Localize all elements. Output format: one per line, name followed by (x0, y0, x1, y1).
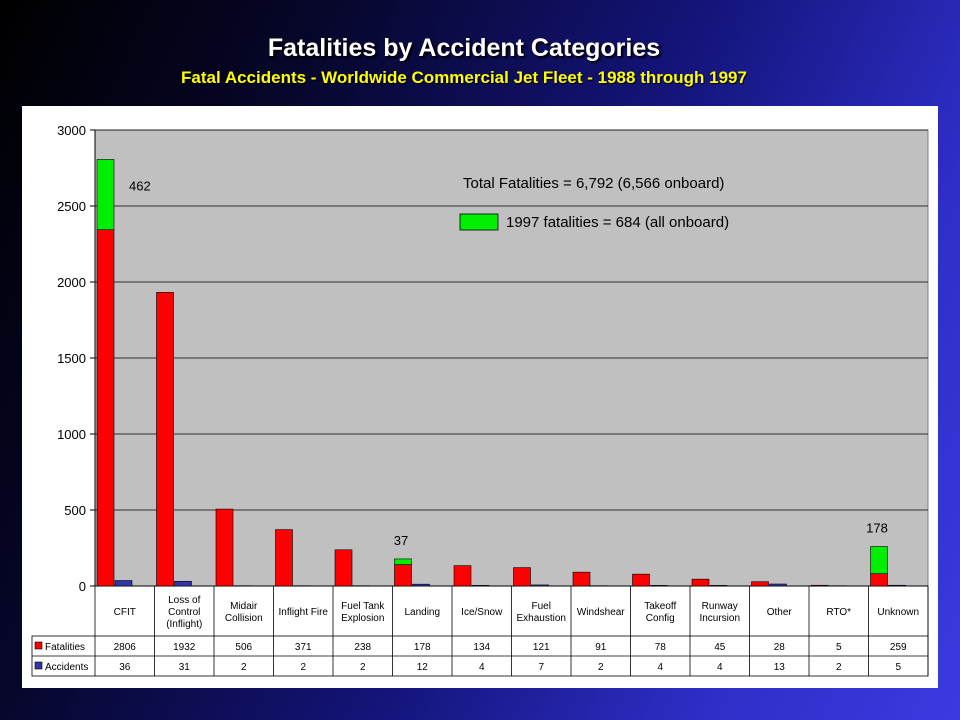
x-tick-label: CFIT (114, 607, 136, 618)
fatalities-bar (691, 578, 710, 587)
x-tick-label: Windshear (577, 607, 625, 618)
x-tick-label: Control (168, 607, 200, 618)
fatalities-bar (334, 549, 353, 587)
x-tick-label: Inflight Fire (279, 607, 329, 618)
table-cell-accidents: 2 (300, 662, 306, 673)
table-cell-accidents: 2 (598, 662, 604, 673)
table-cell-accidents: 5 (895, 662, 901, 673)
table-cell-fatalities: 1932 (173, 642, 196, 653)
table-cell-fatalities: 178 (414, 642, 431, 653)
table-cell-fatalities: 238 (354, 642, 371, 653)
x-tick-label: Midair (230, 601, 258, 612)
fatalities-1997-bar (870, 546, 888, 574)
fatalities-bar (632, 573, 650, 587)
table-cell-fatalities: 78 (655, 642, 667, 653)
page-title: Fatalities by Accident Categories (267, 34, 661, 62)
fatalities-bar (572, 571, 591, 587)
table-cell-fatalities: 2806 (114, 642, 137, 653)
x-tick-label: Ice/Snow (461, 607, 503, 618)
fatalities-bar (870, 573, 888, 587)
fatalities-bar (275, 529, 293, 587)
fatalities-bar (394, 564, 412, 587)
x-tick-label: Exhaustion (517, 613, 566, 624)
fatalities-bar (751, 581, 769, 587)
accidents-bar (709, 585, 728, 587)
x-tick-label: Loss of (168, 595, 200, 606)
accidents-bar (650, 585, 668, 587)
table-cell-accidents: 2 (241, 662, 247, 673)
x-tick-label: (Inflight) (166, 619, 202, 630)
table-cell-accidents: 31 (179, 662, 191, 673)
table-cell-fatalities: 506 (235, 642, 252, 653)
table-cell-accidents: 2 (836, 662, 842, 673)
y-tick-label: 500 (64, 503, 86, 518)
x-tick-label: Explosion (341, 613, 384, 624)
accidents-bar (174, 580, 192, 587)
x-tick-label: Incursion (699, 613, 740, 624)
y-tick-label: 1500 (57, 351, 86, 366)
x-tick-label: Unknown (877, 607, 919, 618)
x-tick-label: Fuel (532, 601, 551, 612)
fatalities-bar (453, 565, 472, 587)
table-cell-accidents: 13 (774, 662, 786, 673)
fatalities-1997-bar (394, 558, 412, 565)
table-cell-fatalities: 91 (595, 642, 607, 653)
legend-label-accidents: Accidents (45, 662, 88, 673)
table-cell-accidents: 12 (417, 662, 429, 673)
x-tick-label: Collision (225, 613, 263, 624)
data-label-1997: 462 (129, 178, 151, 193)
table-cell-fatalities: 5 (836, 642, 842, 653)
table-cell-fatalities: 134 (473, 642, 490, 653)
y-tick-label: 1000 (57, 427, 86, 442)
total-fatalities-annotation: Total Fatalities = 6,792 (6,566 onboard) (463, 175, 724, 192)
legend-label-fatalities: Fatalities (45, 642, 85, 653)
table-cell-accidents: 4 (479, 662, 485, 673)
x-tick-label: Config (646, 613, 675, 624)
accidents-bar (114, 580, 133, 587)
accidents-bar (531, 584, 549, 587)
table-cell-accidents: 2 (360, 662, 366, 673)
fatalities-bar (810, 584, 829, 587)
y-tick-label: 2000 (57, 275, 86, 290)
table-cell-accidents: 7 (538, 662, 544, 673)
data-label-1997: 37 (394, 533, 408, 548)
table-cell-accidents: 4 (717, 662, 723, 673)
accidents-bar (888, 584, 906, 587)
y-tick-label: 3000 (57, 123, 86, 138)
data-label-1997: 178 (866, 521, 888, 536)
legend-1997-annotation: 1997 fatalities = 684 (all onboard) (506, 214, 729, 231)
fatalities-bar (215, 508, 234, 587)
x-tick-label: Runway (702, 601, 738, 612)
accidents-bar (471, 585, 490, 587)
legend-key-fatalities (34, 641, 43, 650)
table-cell-accidents: 4 (657, 662, 663, 673)
legend-key-accidents (34, 661, 43, 670)
y-tick-label: 0 (79, 579, 86, 594)
chart-panel: 0 500 1000 1500 2000 2500 3000 462 37 178 Total Fa… (22, 106, 938, 688)
table-cell-fatalities: 28 (774, 642, 786, 653)
fatalities-bar (513, 567, 531, 587)
fatalities-bar (156, 292, 174, 587)
fatalities-1997-bar (96, 159, 115, 231)
table-cell-fatalities: 45 (714, 642, 726, 653)
table-cell-accidents: 36 (119, 662, 131, 673)
table-cell-fatalities: 121 (533, 642, 550, 653)
accidents-bar (769, 583, 787, 587)
x-tick-label: RTO* (826, 607, 851, 618)
table-cell-fatalities: 371 (295, 642, 312, 653)
x-tick-label: Other (767, 607, 793, 618)
accidents-bar (412, 583, 430, 587)
y-tick-label: 2500 (57, 199, 86, 214)
fatalities-bar (96, 229, 115, 587)
x-tick-label: Takeoff (644, 601, 676, 612)
x-tick-label: Landing (404, 607, 440, 618)
table-cell-fatalities: 259 (890, 642, 907, 653)
x-tick-label: Fuel Tank (341, 601, 385, 612)
page-subtitle: Fatal Accidents - Worldwide Commercial J… (181, 68, 747, 87)
legend-1997-swatch (459, 213, 499, 231)
